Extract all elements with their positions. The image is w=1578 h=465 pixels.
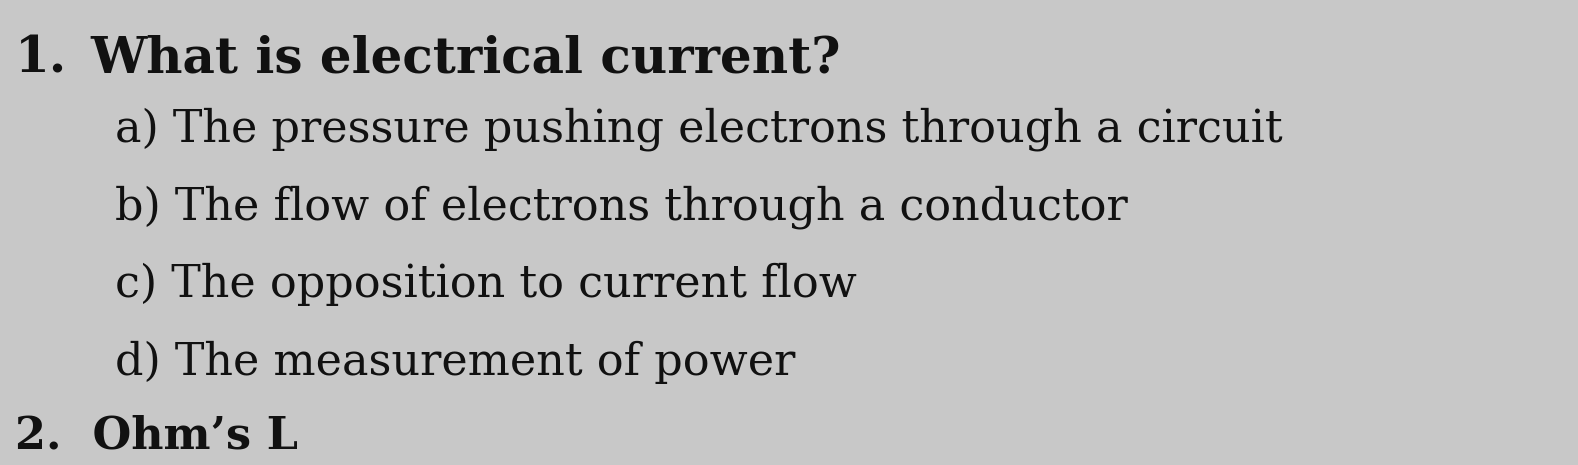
Text: What is electrical current?: What is electrical current? <box>90 35 841 84</box>
Text: d) The measurement of power: d) The measurement of power <box>115 341 795 384</box>
Text: 2.  Ohm’s L: 2. Ohm’s L <box>16 414 298 457</box>
Text: c) The opposition to current flow: c) The opposition to current flow <box>115 263 857 306</box>
Text: b) The flow of electrons through a conductor: b) The flow of electrons through a condu… <box>115 185 1128 229</box>
Text: 1.: 1. <box>16 35 68 84</box>
Text: a) The pressure pushing electrons through a circuit: a) The pressure pushing electrons throug… <box>115 107 1283 151</box>
